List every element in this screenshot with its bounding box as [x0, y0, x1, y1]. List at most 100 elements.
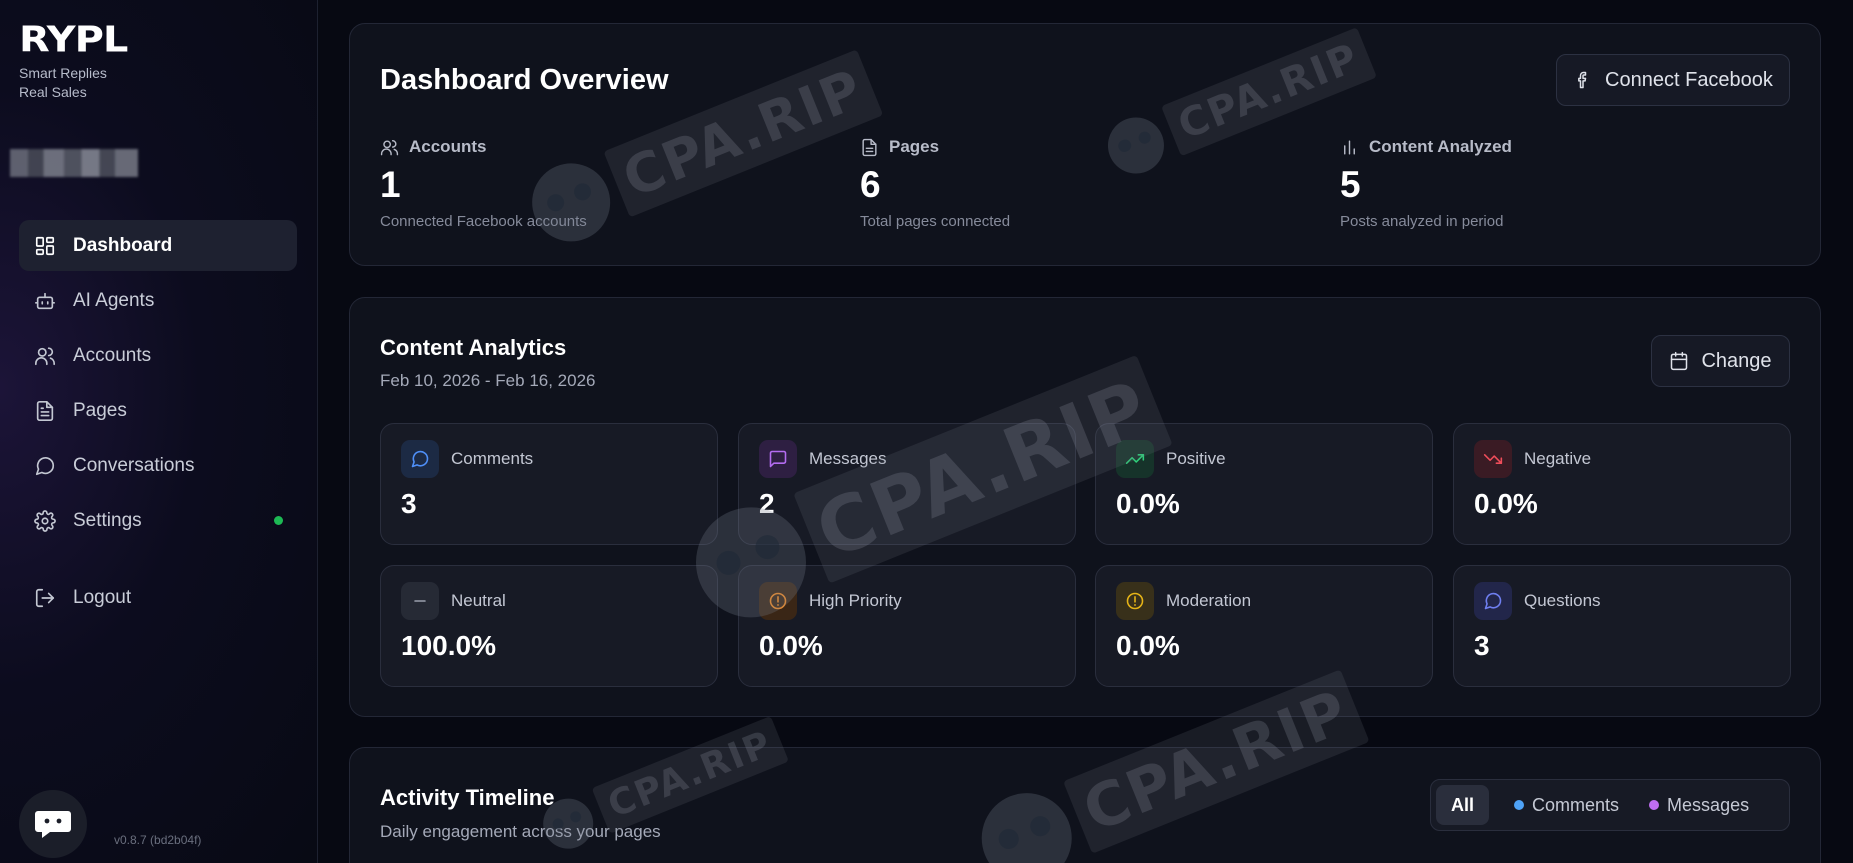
metric-tile-questions[interactable]: Questions 3: [1453, 565, 1791, 687]
brand[interactable]: RYPL Smart Replies Real Sales: [19, 19, 128, 102]
stat-value: 5: [1340, 164, 1361, 205]
dashboard-grid-icon: [33, 234, 57, 258]
content-analytics-card: Content Analytics Feb 10, 2026 - Feb 16,…: [349, 297, 1821, 717]
sidebar-item-label: Dashboard: [73, 234, 173, 256]
tagline-line-1: Smart Replies: [19, 65, 107, 81]
logout-icon: [33, 586, 57, 610]
metric-label: Negative: [1524, 449, 1592, 468]
metric-value: 3: [401, 488, 417, 519]
metric-value: 0.0%: [1116, 630, 1180, 661]
date-range: Feb 10, 2026 - Feb 16, 2026: [380, 371, 596, 390]
users-icon: [33, 344, 57, 368]
sidebar-item-label: Pages: [73, 399, 127, 421]
filter-label: Comments: [1532, 794, 1620, 815]
stat-label: Content Analyzed: [1369, 137, 1512, 156]
logout-container: Logout: [19, 572, 297, 627]
tagline-line-2: Real Sales: [19, 84, 87, 100]
users-icon: [380, 139, 399, 155]
sidebar-item-ai-agents[interactable]: AI Agents: [19, 275, 297, 326]
calendar-icon: [1671, 351, 1688, 371]
connect-facebook-label: Connect Facebook: [1605, 68, 1773, 91]
stat-description: Posts analyzed in period: [1340, 213, 1504, 230]
messages-legend-dot: [1649, 800, 1660, 810]
stat-content-analyzed: Content Analyzed 5 Posts analyzed in per…: [1340, 137, 1512, 230]
bar-chart-icon: [1344, 139, 1355, 155]
timeline-filter-group: All Comments Messages: [1430, 779, 1790, 831]
metric-tile-messages[interactable]: Messages 2: [738, 423, 1076, 545]
chat-bubble-icon: [33, 454, 57, 478]
metric-tile-moderation[interactable]: Moderation 0.0%: [1095, 565, 1433, 687]
comments-legend-dot: [1514, 800, 1525, 810]
section-title: Activity Timeline: [380, 785, 555, 810]
stat-value: 6: [860, 164, 881, 205]
stat-label: Pages: [889, 137, 940, 156]
message-icon: [759, 440, 797, 478]
filter-label: Messages: [1667, 794, 1750, 815]
metric-value: 3: [1474, 630, 1490, 661]
sidebar-item-label: AI Agents: [73, 289, 155, 311]
dashboard-overview-card: Dashboard Overview Connect Facebook Acco…: [349, 23, 1821, 266]
question-bubble-icon: [1474, 582, 1512, 620]
document-icon: [862, 138, 877, 156]
activity-timeline-card: Activity Timeline Daily engagement acros…: [349, 747, 1821, 863]
sidebar-item-label: Accounts: [73, 344, 152, 366]
metric-label: High Priority: [809, 591, 902, 610]
metric-tile-high-priority[interactable]: High Priority 0.0%: [738, 565, 1076, 687]
app-version: v0.8.7 (bd2b04f): [114, 833, 202, 847]
comment-icon: [401, 440, 439, 478]
section-subtitle: Daily engagement across your pages: [380, 822, 661, 841]
redacted-user-name: [10, 149, 138, 177]
connect-facebook-button[interactable]: Connect Facebook: [1556, 54, 1790, 106]
filter-all[interactable]: All: [1436, 785, 1490, 825]
change-label: Change: [1701, 349, 1772, 372]
stat-pages: Pages 6 Total pages connected: [860, 137, 1010, 230]
logo[interactable]: RYPL: [19, 19, 128, 61]
alert-circle-icon: [759, 582, 797, 620]
stat-value: 1: [380, 164, 401, 205]
metric-label: Neutral: [451, 591, 506, 610]
sidebar-item-accounts[interactable]: Accounts: [19, 330, 297, 381]
metric-value: 0.0%: [1474, 488, 1538, 519]
sidebar-item-pages[interactable]: Pages: [19, 385, 297, 436]
stat-label: Accounts: [409, 137, 487, 156]
chat-support-icon: [35, 811, 71, 838]
sidebar-item-label: Settings: [73, 509, 142, 531]
logout-button[interactable]: Logout: [19, 572, 297, 623]
metric-value: 0.0%: [759, 630, 823, 661]
metric-label: Positive: [1166, 449, 1226, 468]
bot-icon: [33, 289, 57, 313]
metric-value: 100.0%: [401, 630, 496, 661]
filter-messages[interactable]: Messages: [1634, 785, 1764, 825]
sidebar-item-label: Conversations: [73, 454, 195, 476]
sidebar-item-dashboard[interactable]: Dashboard: [19, 220, 297, 271]
minus-icon: [401, 582, 439, 620]
support-chat-button[interactable]: [19, 790, 87, 858]
metric-value: 0.0%: [1116, 488, 1180, 519]
sidebar-nav: Dashboard AI Agents Accounts Pages Conve…: [19, 220, 297, 550]
gear-icon: [33, 509, 57, 533]
sidebar-item-settings[interactable]: Settings: [19, 495, 297, 546]
page-title: Dashboard Overview: [380, 64, 669, 96]
metric-label: Comments: [451, 449, 534, 468]
metric-label: Questions: [1524, 591, 1601, 610]
trending-down-icon: [1474, 440, 1512, 478]
filter-comments[interactable]: Comments: [1499, 785, 1634, 825]
metric-tile-negative[interactable]: Negative 0.0%: [1453, 423, 1791, 545]
sidebar-item-conversations[interactable]: Conversations: [19, 440, 297, 491]
metric-value: 2: [759, 488, 775, 519]
stat-description: Connected Facebook accounts: [380, 213, 587, 230]
metric-label: Moderation: [1166, 591, 1252, 610]
metric-tile-comments[interactable]: Comments 3: [380, 423, 718, 545]
metric-tile-neutral[interactable]: Neutral 100.0%: [380, 565, 718, 687]
settings-status-dot: [274, 516, 283, 525]
metric-label: Messages: [809, 449, 887, 468]
change-date-range-button[interactable]: Change: [1651, 335, 1790, 387]
metric-tile-positive[interactable]: Positive 0.0%: [1095, 423, 1433, 545]
stat-accounts: Accounts 1 Connected Facebook accounts: [380, 137, 587, 230]
document-icon: [33, 399, 57, 423]
logout-label: Logout: [73, 586, 132, 608]
alert-circle-icon: [1116, 582, 1154, 620]
stat-description: Total pages connected: [860, 213, 1011, 230]
facebook-icon: [1578, 71, 1587, 89]
sidebar: RYPL Smart Replies Real Sales Dashboard …: [0, 0, 318, 863]
